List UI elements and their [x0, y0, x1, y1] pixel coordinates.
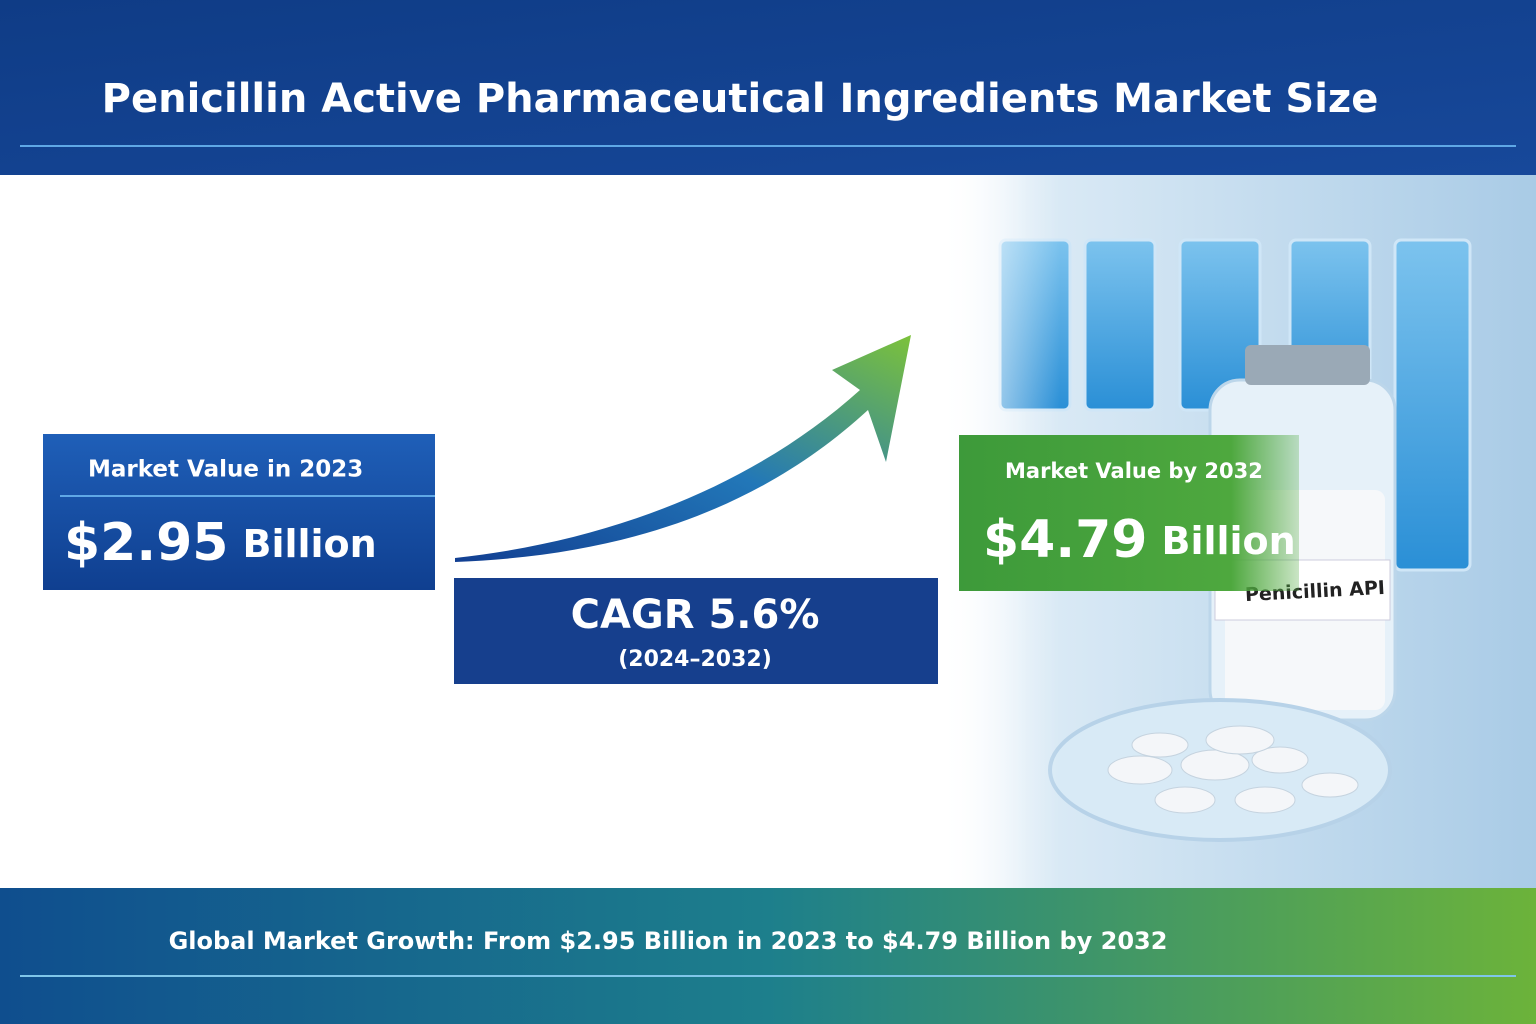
end-amount-number: $4.79	[983, 510, 1147, 570]
start-label: Market Value in 2023	[88, 457, 363, 483]
start-amount-number: $2.95	[64, 513, 228, 573]
end-box	[959, 435, 1299, 591]
growth-arrow	[455, 335, 911, 562]
title: Penicillin Active Pharmaceutical Ingredi…	[102, 76, 1379, 122]
end-amount: $4.79 Billion	[983, 510, 1296, 570]
footer-bar	[0, 888, 1536, 1024]
start-amount: $2.95 Billion	[64, 513, 377, 573]
footer-text: Global Market Growth: From $2.95 Billion…	[169, 927, 1168, 955]
end-label: Market Value by 2032	[1005, 459, 1263, 483]
start-unit: Billion	[242, 522, 376, 566]
end-unit: Billion	[1161, 519, 1295, 563]
cagr-label: CAGR 5.6%	[571, 592, 820, 638]
cagr-period: (2024–2032)	[618, 647, 772, 672]
start-box	[43, 434, 435, 590]
cagr-box	[454, 578, 938, 684]
